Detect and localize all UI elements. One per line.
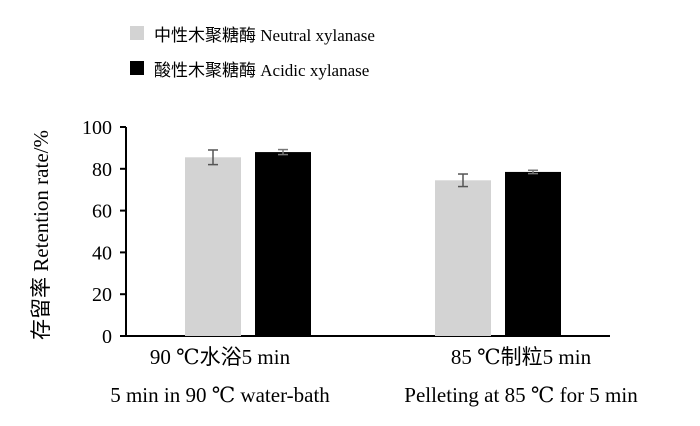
legend-item-acidic: 酸性木聚糖酶 Acidic xylanase (130, 57, 375, 80)
y-tick-label-0: 0 (102, 326, 112, 348)
legend-label-acidic: 酸性木聚糖酶 Acidic xylanase (154, 60, 370, 80)
y-axis-label: 存留率 Retention rate/% (29, 130, 53, 340)
y-tick-label-100: 100 (82, 117, 112, 139)
x-label-en-1: 5 min in 90 ℃ water-bath (110, 383, 330, 407)
legend-swatch-acidic (130, 61, 144, 75)
y-tick-label-40: 40 (92, 242, 112, 264)
y-tick-label-80: 80 (92, 159, 112, 181)
x-label-cn-2: 85 ℃制粒5 min (451, 345, 592, 369)
legend-item-neutral: 中性木聚糖酶 Neutral xylanase (130, 22, 375, 45)
legend-swatch-neutral (130, 26, 144, 40)
bar-series2-cat2 (505, 171, 561, 336)
legend: 中性木聚糖酶 Neutral xylanase 酸性木聚糖酶 Acidic xy… (130, 22, 375, 92)
legend-label-neutral: 中性木聚糖酶 Neutral xylanase (154, 25, 375, 45)
x-label-en-2: Pelleting at 85 ℃ for 5 min (404, 383, 638, 407)
x-label-cn-1: 90 ℃水浴5 min (150, 345, 291, 369)
bar-series1-cat1 (185, 157, 241, 336)
bar-series1-cat2 (435, 180, 491, 336)
bar-series2-cat1 (255, 152, 311, 336)
y-tick-label-60: 60 (92, 201, 112, 223)
y-tick-label-20: 20 (92, 284, 112, 306)
